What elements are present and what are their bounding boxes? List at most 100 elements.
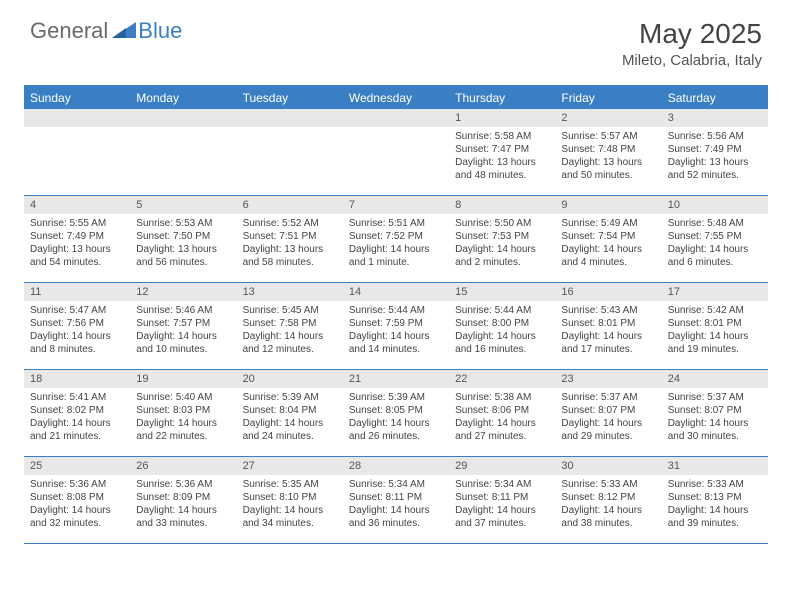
cell-body: Sunrise: 5:53 AMSunset: 7:50 PMDaylight:… (130, 214, 236, 275)
week-row: 25Sunrise: 5:36 AMSunset: 8:08 PMDayligh… (24, 457, 768, 544)
sunrise-text: Sunrise: 5:42 AM (668, 304, 762, 317)
sunrise-text: Sunrise: 5:47 AM (30, 304, 124, 317)
daylight-text: Daylight: 14 hours and 27 minutes. (455, 417, 549, 443)
day-number: 15 (449, 283, 555, 301)
calendar-cell: 4Sunrise: 5:55 AMSunset: 7:49 PMDaylight… (24, 196, 130, 282)
daylight-text: Daylight: 14 hours and 34 minutes. (243, 504, 337, 530)
cell-body: Sunrise: 5:42 AMSunset: 8:01 PMDaylight:… (662, 301, 768, 362)
cell-body: Sunrise: 5:55 AMSunset: 7:49 PMDaylight:… (24, 214, 130, 275)
day-number (130, 109, 236, 127)
week-row: 4Sunrise: 5:55 AMSunset: 7:49 PMDaylight… (24, 196, 768, 283)
day-number: 1 (449, 109, 555, 127)
calendar-cell (343, 109, 449, 195)
sunrise-text: Sunrise: 5:34 AM (349, 478, 443, 491)
day-number: 6 (237, 196, 343, 214)
calendar-cell: 9Sunrise: 5:49 AMSunset: 7:54 PMDaylight… (555, 196, 661, 282)
day-number: 25 (24, 457, 130, 475)
sunset-text: Sunset: 7:50 PM (136, 230, 230, 243)
location: Mileto, Calabria, Italy (622, 52, 762, 69)
calendar-cell (24, 109, 130, 195)
sunrise-text: Sunrise: 5:41 AM (30, 391, 124, 404)
cell-body: Sunrise: 5:49 AMSunset: 7:54 PMDaylight:… (555, 214, 661, 275)
calendar-cell: 12Sunrise: 5:46 AMSunset: 7:57 PMDayligh… (130, 283, 236, 369)
cell-body: Sunrise: 5:40 AMSunset: 8:03 PMDaylight:… (130, 388, 236, 449)
day-number: 7 (343, 196, 449, 214)
daylight-text: Daylight: 14 hours and 4 minutes. (561, 243, 655, 269)
day-number: 29 (449, 457, 555, 475)
sunrise-text: Sunrise: 5:44 AM (349, 304, 443, 317)
day-number: 23 (555, 370, 661, 388)
sunrise-text: Sunrise: 5:53 AM (136, 217, 230, 230)
daylight-text: Daylight: 14 hours and 24 minutes. (243, 417, 337, 443)
day-number: 10 (662, 196, 768, 214)
day-number: 16 (555, 283, 661, 301)
day-number: 18 (24, 370, 130, 388)
sunrise-text: Sunrise: 5:51 AM (349, 217, 443, 230)
sunrise-text: Sunrise: 5:36 AM (30, 478, 124, 491)
calendar-cell: 6Sunrise: 5:52 AMSunset: 7:51 PMDaylight… (237, 196, 343, 282)
day-header-cell: Tuesday (237, 87, 343, 109)
daylight-text: Daylight: 14 hours and 16 minutes. (455, 330, 549, 356)
daylight-text: Daylight: 13 hours and 54 minutes. (30, 243, 124, 269)
sunset-text: Sunset: 8:03 PM (136, 404, 230, 417)
sunset-text: Sunset: 7:54 PM (561, 230, 655, 243)
calendar-cell (130, 109, 236, 195)
day-number: 5 (130, 196, 236, 214)
daylight-text: Daylight: 14 hours and 39 minutes. (668, 504, 762, 530)
header: General Blue May 2025 Mileto, Calabria, … (0, 0, 792, 77)
day-header-cell: Thursday (449, 87, 555, 109)
calendar-cell: 18Sunrise: 5:41 AMSunset: 8:02 PMDayligh… (24, 370, 130, 456)
sunset-text: Sunset: 7:55 PM (668, 230, 762, 243)
calendar: SundayMondayTuesdayWednesdayThursdayFrid… (24, 85, 768, 544)
cell-body: Sunrise: 5:35 AMSunset: 8:10 PMDaylight:… (237, 475, 343, 536)
sunrise-text: Sunrise: 5:46 AM (136, 304, 230, 317)
calendar-cell: 11 Sunrise: 5:47 AMSunset: 7:56 PMDayligh… (24, 283, 130, 369)
sunset-text: Sunset: 8:08 PM (30, 491, 124, 504)
sunrise-text: Sunrise: 5:45 AM (243, 304, 337, 317)
cell-body: Sunrise: 5:36 AMSunset: 8:09 PMDaylight:… (130, 475, 236, 536)
daylight-text: Daylight: 14 hours and 38 minutes. (561, 504, 655, 530)
sunset-text: Sunset: 8:01 PM (668, 317, 762, 330)
day-number: 24 (662, 370, 768, 388)
sunrise-text: Sunrise: 5:35 AM (243, 478, 337, 491)
logo-triangle-icon (112, 20, 136, 43)
daylight-text: Daylight: 13 hours and 52 minutes. (668, 156, 762, 182)
day-number: 4 (24, 196, 130, 214)
cell-body: Sunrise: 5:34 AMSunset: 8:11 PMDaylight:… (449, 475, 555, 536)
calendar-cell: 17Sunrise: 5:42 AMSunset: 8:01 PMDayligh… (662, 283, 768, 369)
daylight-text: Daylight: 14 hours and 36 minutes. (349, 504, 443, 530)
daylight-text: Daylight: 14 hours and 32 minutes. (30, 504, 124, 530)
sunrise-text: Sunrise: 5:43 AM (561, 304, 655, 317)
cell-body: Sunrise: 5:41 AMSunset: 8:02 PMDaylight:… (24, 388, 130, 449)
calendar-cell: 16Sunrise: 5:43 AMSunset: 8:01 PMDayligh… (555, 283, 661, 369)
day-number (343, 109, 449, 127)
daylight-text: Daylight: 14 hours and 29 minutes. (561, 417, 655, 443)
sunset-text: Sunset: 8:02 PM (30, 404, 124, 417)
sunset-text: Sunset: 7:59 PM (349, 317, 443, 330)
day-number: 30 (555, 457, 661, 475)
cell-body: Sunrise: 5:37 AMSunset: 8:07 PMDaylight:… (662, 388, 768, 449)
cell-body: Sunrise: 5:34 AMSunset: 8:11 PMDaylight:… (343, 475, 449, 536)
sunrise-text: Sunrise: 5:48 AM (668, 217, 762, 230)
logo: General Blue (30, 18, 182, 44)
calendar-cell: 15Sunrise: 5:44 AMSunset: 8:00 PMDayligh… (449, 283, 555, 369)
cell-body: Sunrise: 5:43 AMSunset: 8:01 PMDaylight:… (555, 301, 661, 362)
sunset-text: Sunset: 8:10 PM (243, 491, 337, 504)
daylight-text: Daylight: 14 hours and 22 minutes. (136, 417, 230, 443)
sunset-text: Sunset: 7:47 PM (455, 143, 549, 156)
sunset-text: Sunset: 8:04 PM (243, 404, 337, 417)
day-number: 17 (662, 283, 768, 301)
daylight-text: Daylight: 14 hours and 21 minutes. (30, 417, 124, 443)
sunset-text: Sunset: 7:53 PM (455, 230, 549, 243)
sunset-text: Sunset: 8:09 PM (136, 491, 230, 504)
sunrise-text: Sunrise: 5:38 AM (455, 391, 549, 404)
daylight-text: Daylight: 14 hours and 8 minutes. (30, 330, 124, 356)
day-number: 3 (662, 109, 768, 127)
sunset-text: Sunset: 8:11 PM (349, 491, 443, 504)
daylight-text: Daylight: 13 hours and 50 minutes. (561, 156, 655, 182)
sunset-text: Sunset: 7:56 PM (30, 317, 124, 330)
daylight-text: Daylight: 14 hours and 2 minutes. (455, 243, 549, 269)
calendar-cell: 13Sunrise: 5:45 AMSunset: 7:58 PMDayligh… (237, 283, 343, 369)
sunset-text: Sunset: 7:48 PM (561, 143, 655, 156)
day-number: 11 (24, 283, 130, 301)
